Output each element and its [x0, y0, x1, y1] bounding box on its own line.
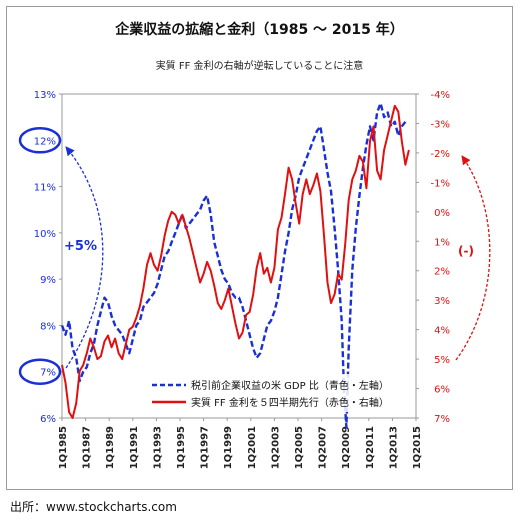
x-tick-label: 1Q2003: [270, 426, 281, 469]
series-line-right: [61, 104, 410, 419]
left-tick-label: 6%: [40, 414, 56, 425]
left-tick-label: 12%: [34, 136, 56, 147]
right-tick-label: -2%: [431, 149, 450, 160]
right-curved-arrow: [455, 155, 491, 361]
left-tick-label: 10%: [34, 229, 56, 240]
x-tick-label: 1Q2009: [341, 426, 352, 469]
right-tick-label: 2%: [434, 267, 450, 278]
left-tick-label: 13%: [34, 90, 56, 101]
x-tick-label: 1Q2011: [365, 426, 376, 469]
x-tick-label: 1Q2005: [294, 426, 305, 469]
legend: 税引前企業収益の米 GDP 比（青色・左軸） 実質 FF 金利を５四半期先行（赤色…: [148, 374, 398, 412]
legend-label: 実質 FF 金利を５四半期先行（赤色・右軸）: [191, 396, 389, 409]
left-curved-arrow: [65, 146, 104, 369]
x-tick-label: 1Q2007: [318, 426, 329, 469]
right-change-label: (-): [458, 244, 474, 258]
left-tick-label: 9%: [40, 275, 56, 286]
x-tick-label: 1Q1993: [152, 426, 163, 469]
x-tick-label: 1Q1985: [58, 426, 69, 469]
right-tick-label: 1%: [434, 237, 450, 248]
circled-tick-marker: [18, 127, 62, 154]
x-tick-label: 1Q2015: [412, 426, 423, 469]
plot-border: [61, 93, 417, 419]
right-tick-label: 3%: [434, 296, 450, 307]
x-tick-label: 1Q1997: [200, 426, 211, 469]
x-tick-label: 1Q1991: [129, 426, 140, 469]
x-tick-label: 1Q1987: [82, 426, 93, 469]
x-tick-label: 1Q1999: [223, 426, 234, 469]
right-tick-label: 0%: [434, 208, 450, 219]
chart-title: 企業収益の拡縮と金利（1985 ～ 2015 年）: [115, 22, 404, 38]
left-change-label: +5%: [64, 239, 97, 254]
right-tick-label: 6%: [434, 385, 450, 396]
right-tick-label: -3%: [431, 119, 450, 130]
right-tick-label: 5%: [434, 355, 450, 366]
circled-tick-marker: [18, 358, 62, 385]
legend-label: 税引前企業収益の米 GDP 比（青色・左軸）: [191, 379, 389, 392]
chart-subtitle: 実質 FF 金利の右軸が逆転していることに注意: [155, 61, 364, 72]
right-tick-label: 7%: [434, 414, 450, 425]
legend-background: [148, 374, 398, 412]
x-tick-label: 1Q2013: [388, 426, 399, 469]
x-tick-label: 1Q1995: [176, 426, 187, 469]
x-tick-label: 1Q1989: [105, 426, 116, 469]
source-note: 出所：www.stockcharts.com: [10, 500, 177, 514]
axes: 6% 7% 8% 9% 10% 11% 12% 13% -4% -3% -2% -1% 0% 1% 2% 3%…: [34, 90, 450, 469]
x-tick-label: 1Q2001: [247, 426, 258, 469]
left-tick-label: 11%: [34, 183, 56, 194]
right-tick-label: 4%: [434, 326, 450, 337]
annotations: +5% (-): [18, 127, 491, 385]
right-tick-label: -4%: [431, 90, 450, 101]
right-tick-label: -1%: [431, 178, 450, 189]
left-tick-label: 8%: [40, 321, 56, 332]
left-tick-label: 7%: [40, 368, 56, 379]
